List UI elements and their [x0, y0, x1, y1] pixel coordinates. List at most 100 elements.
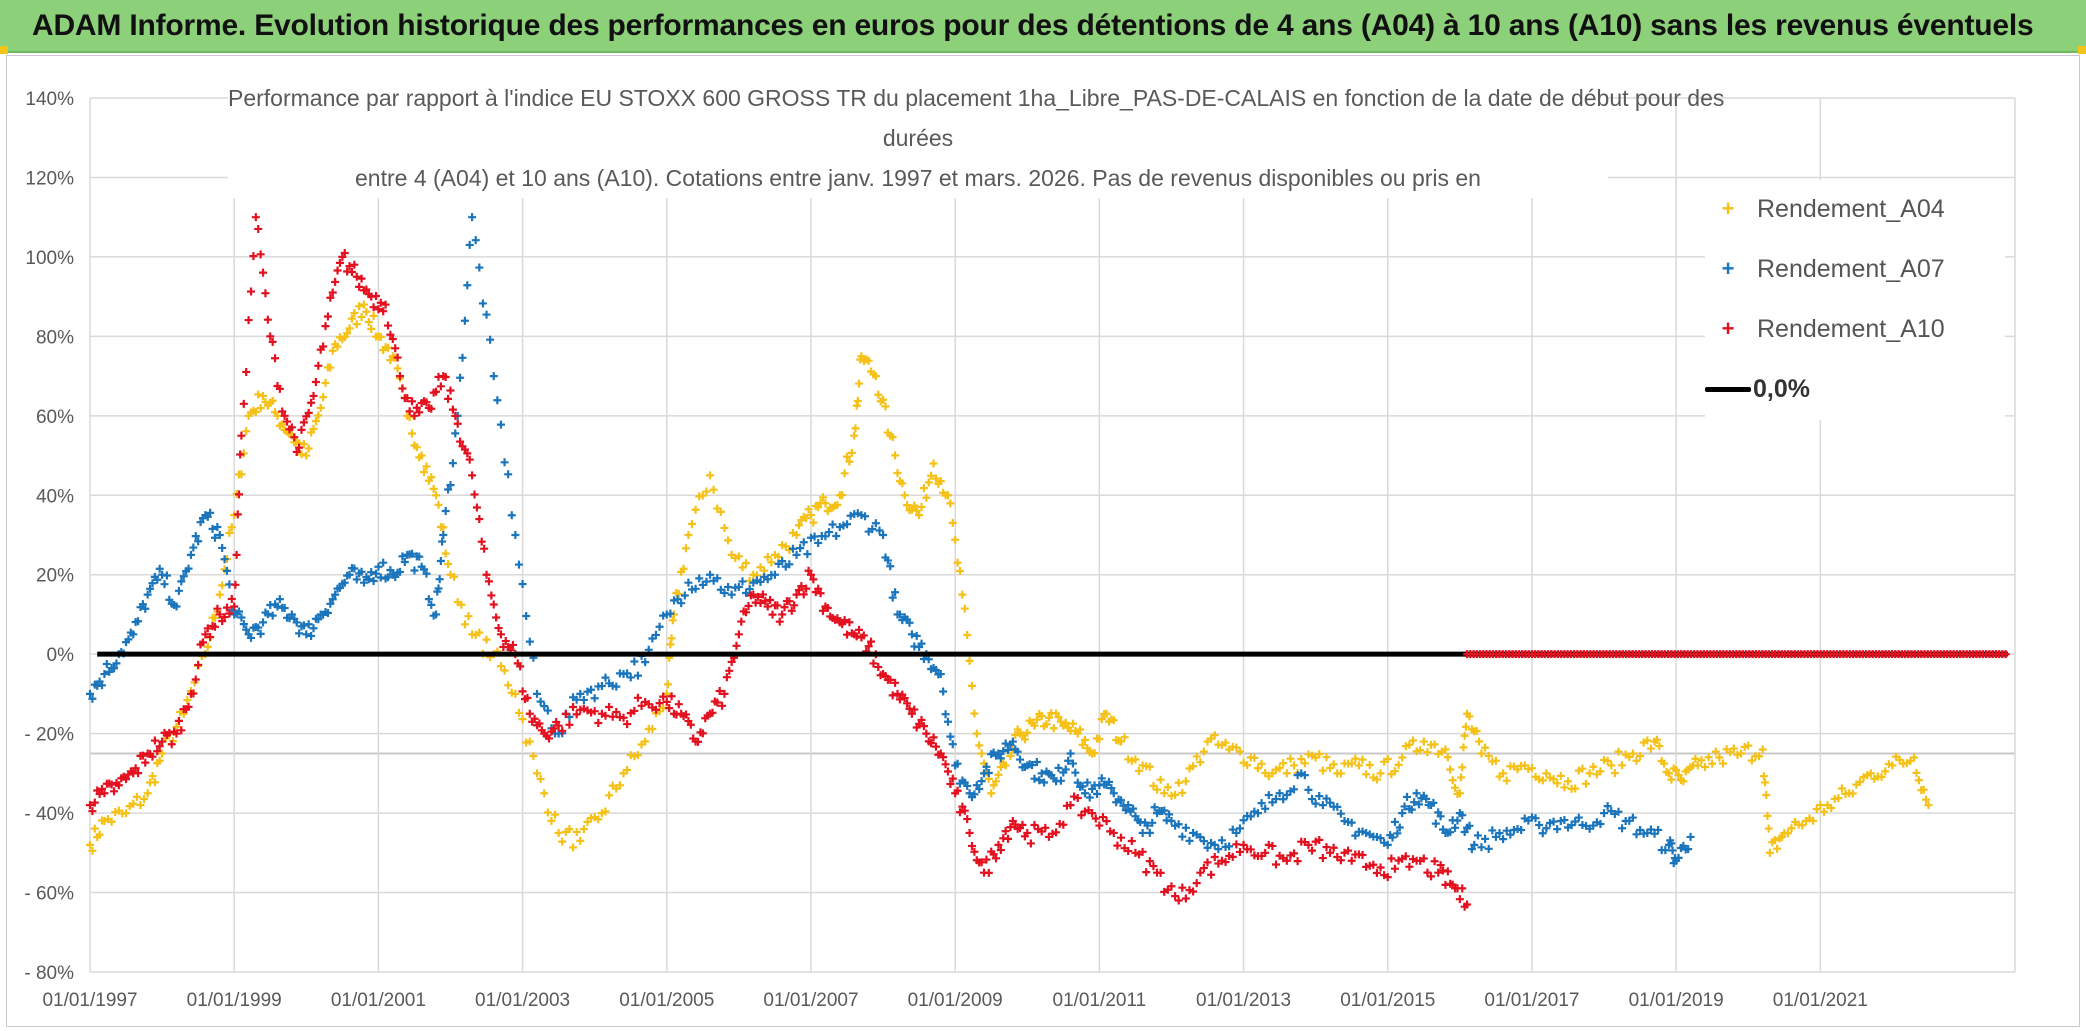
point-a07 — [384, 573, 393, 582]
point-a10 — [266, 332, 275, 341]
point-a07 — [879, 531, 888, 539]
point-a10 — [86, 801, 94, 810]
point-a07 — [1470, 840, 1479, 849]
point-a07 — [1603, 802, 1612, 811]
point-a04 — [1484, 751, 1493, 760]
point-a07 — [422, 569, 431, 578]
point-a04 — [833, 500, 842, 509]
point-a07 — [155, 564, 164, 573]
point-a07 — [651, 630, 660, 639]
point-a07 — [446, 481, 455, 490]
y-tick-label: - 80% — [24, 963, 74, 984]
point-a04 — [1358, 755, 1367, 764]
point-a04 — [1013, 725, 1022, 734]
point-a10 — [172, 729, 181, 738]
point-a10 — [198, 638, 207, 647]
point-a10 — [1268, 841, 1277, 850]
point-a04 — [951, 535, 960, 544]
point-a07 — [633, 671, 642, 680]
point-a07 — [724, 582, 733, 591]
point-a07 — [1538, 829, 1547, 838]
point-a04 — [1585, 769, 1594, 778]
legend-label-a07: Rendement_A07 — [1757, 254, 1945, 283]
point-a10 — [1189, 887, 1198, 896]
point-a04 — [1924, 801, 1933, 810]
point-a04 — [1354, 761, 1363, 770]
point-a04 — [666, 640, 675, 649]
point-a07 — [1104, 777, 1113, 786]
point-a07 — [371, 569, 380, 578]
point-a07 — [1451, 823, 1460, 832]
point-a04 — [992, 777, 1001, 786]
point-a10 — [732, 641, 741, 650]
point-a04 — [1322, 753, 1331, 762]
point-a10 — [107, 780, 116, 789]
point-a10 — [775, 617, 784, 626]
point-a04 — [369, 311, 378, 320]
point-a04 — [605, 791, 614, 800]
point-a10 — [1171, 892, 1180, 901]
point-a10 — [1308, 846, 1317, 855]
point-a04 — [1502, 776, 1511, 785]
x-tick-label: 01/01/2013 — [1196, 990, 1291, 1011]
point-a10 — [651, 705, 660, 714]
point-a07 — [340, 578, 349, 587]
point-a10 — [261, 289, 270, 298]
point-a07 — [1400, 802, 1409, 811]
point-a04 — [1549, 775, 1558, 784]
point-a10 — [287, 423, 296, 432]
point-a04 — [1674, 771, 1683, 780]
point-a07 — [1465, 821, 1474, 830]
point-a04 — [1556, 771, 1565, 780]
point-a10 — [362, 285, 371, 294]
point-a04 — [709, 485, 718, 494]
point-a04 — [702, 487, 711, 496]
point-a04 — [1232, 743, 1241, 752]
point-a07 — [1196, 833, 1205, 842]
point-a07 — [1300, 771, 1309, 780]
point-a10 — [292, 447, 301, 456]
point-a10 — [939, 753, 948, 762]
y-tick-label: 80% — [36, 327, 74, 348]
point-a07 — [785, 560, 794, 569]
point-a10 — [177, 726, 186, 735]
point-a10 — [780, 603, 789, 612]
point-a04 — [955, 566, 964, 575]
point-a04 — [821, 499, 830, 508]
point-a04 — [1336, 769, 1345, 778]
point-a04 — [871, 372, 880, 381]
point-a10 — [254, 224, 263, 233]
point-a10 — [148, 752, 157, 761]
point-a04 — [900, 491, 909, 500]
point-a07 — [444, 485, 453, 494]
point-a07 — [458, 353, 467, 362]
point-a07 — [254, 623, 263, 632]
point-a07 — [1473, 831, 1482, 840]
point-a04 — [1178, 788, 1187, 797]
point-a10 — [110, 787, 119, 796]
point-a10 — [268, 337, 277, 346]
point-a07 — [1402, 792, 1411, 801]
point-a04 — [674, 589, 683, 598]
point-a10 — [931, 742, 940, 751]
point-a07 — [1646, 825, 1655, 834]
point-a10 — [549, 724, 558, 733]
point-a04 — [953, 558, 962, 567]
point-a04 — [333, 342, 342, 351]
point-a10 — [859, 631, 868, 640]
legend-marker-a07: + — [1721, 256, 1735, 281]
point-a04 — [90, 824, 99, 833]
point-a10 — [299, 418, 308, 427]
point-a04 — [963, 630, 972, 639]
point-a10 — [422, 398, 431, 407]
point-a04 — [357, 312, 366, 321]
point-a04 — [1744, 741, 1753, 750]
point-a10 — [545, 734, 554, 743]
point-a10 — [530, 714, 539, 723]
point-a07 — [1414, 800, 1423, 809]
point-a04 — [1120, 733, 1129, 742]
point-a04 — [1919, 785, 1928, 794]
point-a07 — [871, 519, 880, 528]
point-a04 — [1250, 753, 1259, 762]
point-a07 — [788, 544, 797, 553]
